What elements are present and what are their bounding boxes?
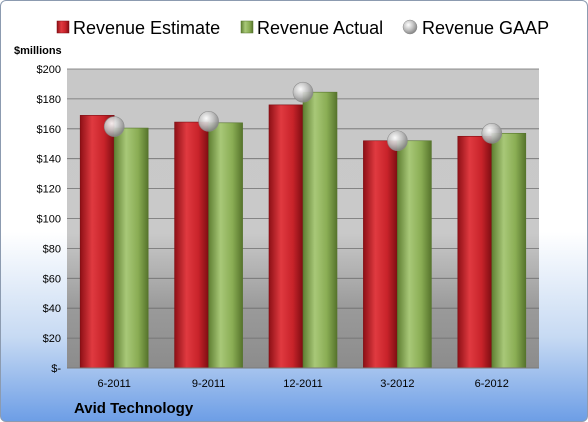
y-tick-labels: $- $20 $40 $60 $80 $100 $120 $140 $160 $180 $200 xyxy=(37,64,62,375)
revenue-actual-bar xyxy=(491,132,527,369)
legend-item-revenue-gaap: Revenue GAAP xyxy=(402,18,549,38)
revenue-actual-bar xyxy=(208,122,243,369)
footer-company-name: Avid Technology xyxy=(74,400,194,417)
y-tick-label: $140 xyxy=(37,154,61,166)
y-tick-label: $20 xyxy=(43,333,61,345)
revenue-gaap-marker xyxy=(198,111,219,132)
x-tick-label: 6-2012 xyxy=(475,378,509,390)
gaap-markers xyxy=(103,81,503,152)
revenue-actual-bar xyxy=(113,127,149,369)
y-tick-label: $40 xyxy=(43,303,61,315)
legend-item-revenue-actual: Revenue Actual xyxy=(240,18,383,38)
revenue-estimate-bar xyxy=(457,135,493,369)
revenue-actual-bar xyxy=(302,91,338,369)
y-tick-label: $160 xyxy=(37,124,61,136)
legend-label-revenue-estimate: Revenue Estimate xyxy=(73,18,220,38)
y-tick-label: $100 xyxy=(37,214,61,226)
x-tick-label: 9-2011 xyxy=(192,378,225,390)
legend: Revenue Estimate Revenue Actual Revenue … xyxy=(56,18,549,38)
legend-label-revenue-gaap: Revenue GAAP xyxy=(422,18,549,38)
revenue-gaap-marker xyxy=(292,81,314,103)
revenue-estimate-bar xyxy=(174,121,209,369)
revenue-gaap-marker xyxy=(387,130,408,152)
revenue-estimate-bar xyxy=(79,115,115,369)
x-tick-label: 3-2012 xyxy=(380,378,414,390)
bars xyxy=(79,91,527,369)
y-tick-label: $80 xyxy=(43,243,61,255)
y-axis-label: $millions xyxy=(14,45,62,57)
y-tick-label: $60 xyxy=(43,273,61,285)
y-tick-label: $200 xyxy=(37,64,61,76)
y-tick-label: $120 xyxy=(37,184,61,196)
revenue-actual-bar xyxy=(397,140,432,369)
legend-label-revenue-actual: Revenue Actual xyxy=(257,18,383,38)
revenue-estimate-bar xyxy=(363,140,398,369)
x-tick-labels: 6-2011 9-2011 12-2011 3-2012 6-2012 xyxy=(97,378,508,390)
y-tick-label: $- xyxy=(51,363,61,375)
legend-item-revenue-estimate: Revenue Estimate xyxy=(56,18,220,38)
revenue-gaap-marker xyxy=(481,122,503,144)
revenue-gaap-marker xyxy=(103,116,125,137)
y-tick-label: $180 xyxy=(37,94,61,106)
revenue-estimate-bar xyxy=(268,104,304,369)
x-tick-label: 6-2011 xyxy=(97,378,130,390)
x-tick-label: 12-2011 xyxy=(283,378,323,390)
